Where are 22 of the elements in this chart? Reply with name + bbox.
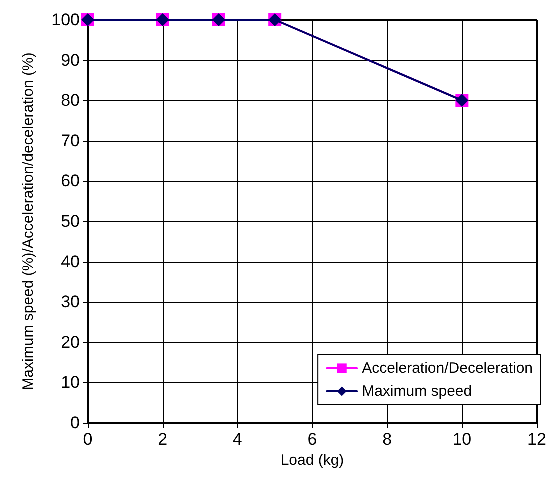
- x-axis-title: Load (kg): [280, 452, 344, 469]
- x-tick-label: 8: [382, 430, 392, 449]
- y-tick-label: 60: [61, 172, 80, 191]
- y-tick-label: 100: [52, 10, 80, 30]
- y-tick-label: 50: [61, 212, 80, 231]
- y-axis-title: Maximum speed (%)/Acceleration/deceleration (%): [20, 52, 37, 390]
- y-tick-label: 80: [61, 91, 80, 110]
- y-tick-label: 70: [61, 131, 80, 150]
- y-tick-label: 20: [61, 332, 80, 352]
- x-tick-label: 12: [528, 430, 546, 449]
- x-tick-label: 10: [452, 430, 472, 449]
- x-tick-label: 2: [158, 430, 168, 449]
- legend-label: Acceleration/Deceleration: [362, 360, 534, 377]
- x-tick-label: 4: [232, 430, 242, 449]
- y-tick-label: 10: [61, 373, 80, 392]
- y-tick-label: 30: [61, 292, 80, 312]
- y-tick-label: 90: [61, 50, 80, 70]
- legend-label: Maximum speed: [362, 383, 472, 400]
- y-tick-label: 0: [70, 414, 80, 432]
- y-tick-label: 40: [61, 252, 80, 272]
- x-tick-label: 6: [308, 430, 318, 449]
- x-tick-label: 0: [83, 430, 93, 449]
